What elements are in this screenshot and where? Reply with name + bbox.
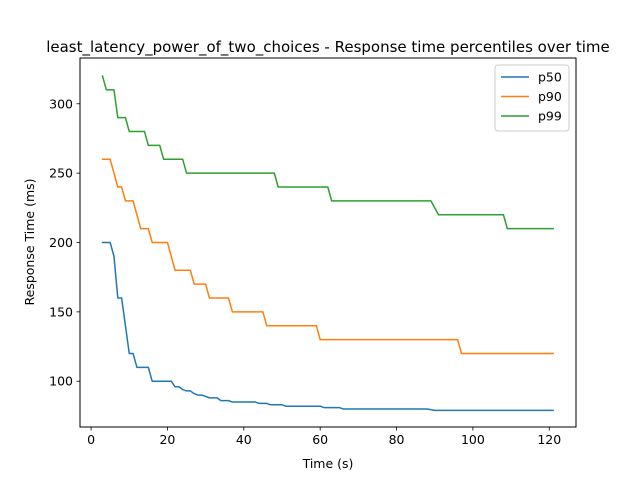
legend-label-p99: p99: [538, 109, 562, 124]
y-tick-label: 250: [49, 166, 73, 181]
legend-label-p90: p90: [538, 89, 562, 104]
x-tick-label: 40: [236, 432, 252, 447]
legend-box: [494, 64, 570, 132]
y-tick-label: 200: [49, 235, 73, 250]
y-tick-label: 300: [49, 96, 73, 111]
legend: p50 p90 p99: [494, 64, 570, 132]
chart-title: least_latency_power_of_two_choices - Res…: [46, 38, 610, 57]
y-tick-label: 100: [49, 374, 73, 389]
series-line-p50: [101, 241, 554, 412]
x-axis-ticks: 0 20 40 60 80 100 120: [87, 427, 561, 447]
x-axis-label: Time (s): [302, 456, 354, 471]
x-tick-label: 20: [159, 432, 175, 447]
y-axis-ticks: 100 150 200 250 300: [49, 96, 80, 389]
x-tick-label: 60: [312, 432, 328, 447]
x-tick-label: 80: [389, 432, 405, 447]
x-tick-label: 100: [461, 432, 485, 447]
plot-area: [101, 75, 554, 412]
legend-label-p50: p50: [538, 70, 562, 85]
y-tick-label: 150: [49, 304, 73, 319]
x-tick-label: 0: [87, 432, 95, 447]
y-axis-label: Response Time (ms): [22, 178, 37, 305]
series-line-p99: [101, 75, 554, 230]
x-tick-label: 120: [537, 432, 561, 447]
series-line-p90: [101, 158, 554, 355]
